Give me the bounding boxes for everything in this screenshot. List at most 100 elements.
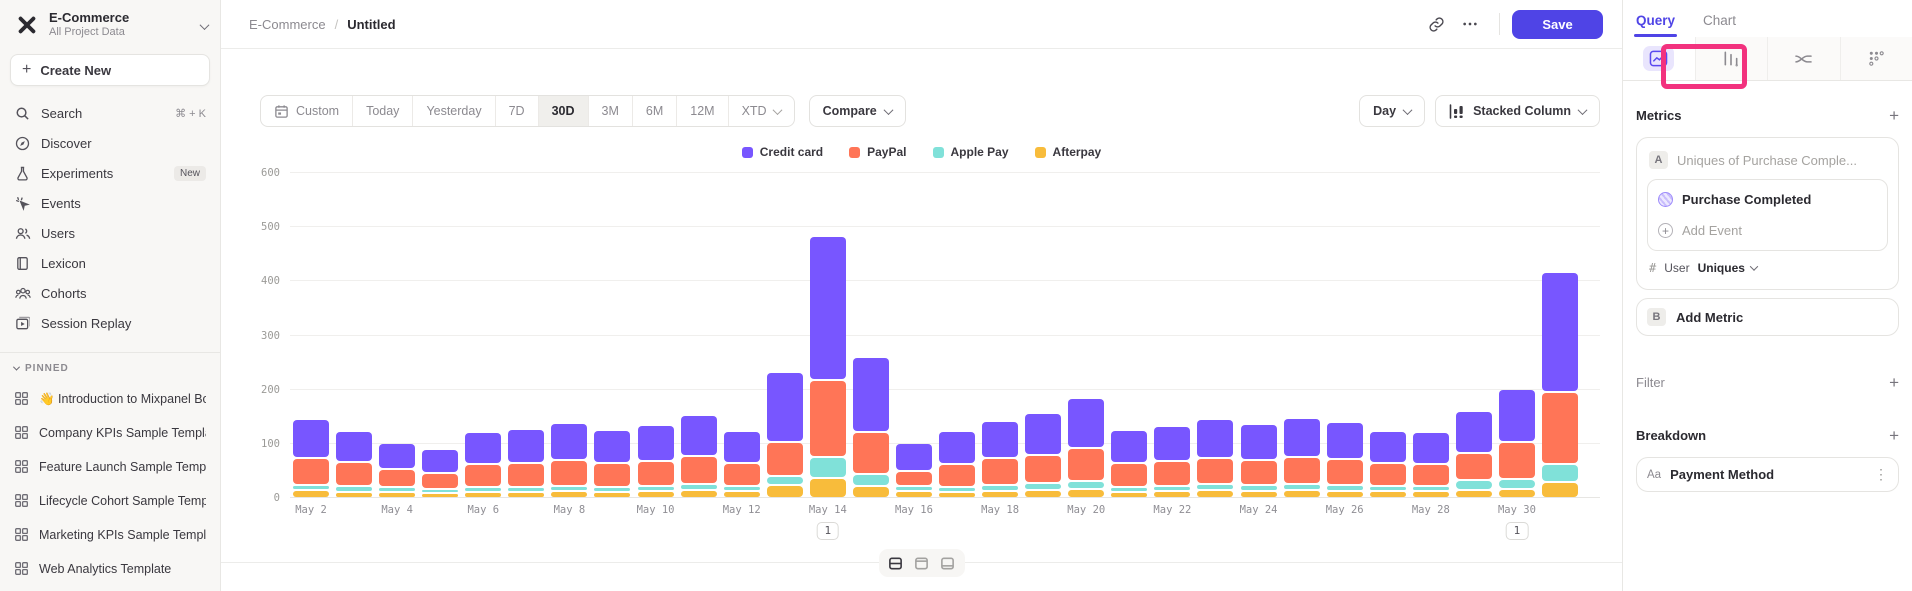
segment-apple-pay[interactable] [379, 488, 416, 491]
segment-afterpay[interactable] [895, 491, 932, 497]
segment-paypal[interactable] [465, 465, 502, 487]
segment-paypal[interactable] [1369, 464, 1406, 486]
segment-afterpay[interactable] [1154, 491, 1191, 497]
date-range-xtd[interactable]: XTD [729, 96, 794, 126]
segment-credit-card[interactable] [594, 431, 631, 462]
segment-credit-card[interactable] [1369, 431, 1406, 463]
segment-apple-pay[interactable] [1068, 482, 1105, 489]
annotation-count-badge[interactable]: 1 [1505, 522, 1529, 540]
column-may-13[interactable] [766, 371, 803, 497]
column-may-8[interactable] [551, 422, 588, 497]
segment-apple-pay[interactable] [508, 487, 545, 491]
segment-apple-pay[interactable] [809, 457, 846, 477]
segment-afterpay[interactable] [465, 492, 502, 497]
segment-paypal[interactable] [594, 463, 631, 486]
viz-tab-funnel-bars[interactable] [1695, 37, 1768, 80]
segment-apple-pay[interactable] [982, 486, 1019, 490]
sidebar-item-cohorts[interactable]: Cohorts [0, 278, 220, 308]
sidebar-item-users[interactable]: Users [0, 218, 220, 248]
sidebar-item-session-replay[interactable]: Session Replay [0, 308, 220, 338]
column-may-16[interactable] [895, 442, 932, 497]
segment-afterpay[interactable] [422, 494, 459, 497]
segment-apple-pay[interactable] [1369, 487, 1406, 490]
viz-tab-insights-line[interactable] [1623, 37, 1696, 80]
segment-credit-card[interactable] [1154, 426, 1191, 461]
add-filter-plus-icon[interactable]: + [1889, 373, 1899, 392]
legend-item-paypal[interactable]: PayPal [849, 145, 907, 159]
segment-paypal[interactable] [1197, 458, 1234, 484]
stacked-column-chart[interactable] [290, 172, 1600, 498]
segment-apple-pay[interactable] [1197, 485, 1234, 490]
segment-apple-pay[interactable] [293, 486, 329, 489]
column-may-24[interactable] [1240, 423, 1277, 497]
segment-credit-card[interactable] [982, 421, 1019, 458]
date-range-today[interactable]: Today [353, 96, 414, 126]
sidebar-item-search[interactable]: Search ⌘ + K [0, 98, 220, 128]
tab-query[interactable]: Query [1633, 13, 1678, 37]
add-event-row[interactable]: + Add Event [1658, 215, 1877, 246]
segment-paypal[interactable] [723, 463, 760, 485]
segment-apple-pay[interactable] [723, 486, 760, 490]
column-may-5[interactable] [422, 448, 459, 497]
column-may-4[interactable] [379, 442, 416, 497]
segment-apple-pay[interactable] [1240, 486, 1277, 490]
column-may-31[interactable] [1542, 271, 1579, 497]
sidebar-item-lexicon[interactable]: Lexicon [0, 248, 220, 278]
column-may-11[interactable] [680, 414, 717, 497]
metric-a-name-row[interactable]: A Uniques of Purchase Comple... [1647, 148, 1888, 179]
copy-link-icon[interactable] [1419, 7, 1453, 41]
segment-paypal[interactable] [939, 464, 976, 486]
column-may-6[interactable] [465, 431, 502, 497]
segment-credit-card[interactable] [422, 449, 459, 472]
segment-credit-card[interactable] [809, 236, 846, 380]
segment-paypal[interactable] [1068, 448, 1105, 481]
segment-afterpay[interactable] [594, 492, 631, 497]
segment-apple-pay[interactable] [465, 488, 502, 491]
segment-afterpay[interactable] [982, 491, 1019, 497]
segment-apple-pay[interactable] [939, 487, 976, 491]
segment-afterpay[interactable] [508, 492, 545, 497]
segment-apple-pay[interactable] [422, 490, 459, 493]
segment-apple-pay[interactable] [1111, 487, 1148, 491]
segment-afterpay[interactable] [1025, 491, 1062, 497]
segment-paypal[interactable] [379, 470, 416, 487]
segment-afterpay[interactable] [1283, 491, 1320, 497]
segment-apple-pay[interactable] [1542, 464, 1579, 481]
segment-afterpay[interactable] [939, 492, 976, 497]
pinned-board-item[interactable]: Feature Launch Sample Templa [0, 450, 220, 484]
segment-paypal[interactable] [766, 442, 803, 475]
kebab-menu-icon[interactable]: ⋮ [1874, 466, 1888, 482]
segment-apple-pay[interactable] [1498, 480, 1535, 488]
column-may-17[interactable] [939, 430, 976, 497]
add-metric-card[interactable]: B Add Metric [1636, 298, 1899, 336]
column-may-28[interactable] [1412, 431, 1449, 497]
segment-credit-card[interactable] [293, 419, 329, 457]
segment-paypal[interactable] [1154, 462, 1191, 485]
pinned-board-item[interactable]: Marketing KPIs Sample Templat [0, 518, 220, 552]
date-range-30d[interactable]: 30D [538, 96, 589, 126]
segment-afterpay[interactable] [680, 491, 717, 497]
segment-paypal[interactable] [1283, 458, 1320, 484]
segment-afterpay[interactable] [1455, 490, 1492, 497]
sidebar-item-experiments[interactable]: Experiments New [0, 158, 220, 188]
segment-paypal[interactable] [637, 461, 674, 485]
segment-paypal[interactable] [1025, 456, 1062, 483]
more-options-icon[interactable] [1453, 7, 1487, 41]
segment-credit-card[interactable] [1542, 272, 1579, 391]
segment-apple-pay[interactable] [1154, 486, 1191, 490]
segment-credit-card[interactable] [1197, 419, 1234, 457]
segment-paypal[interactable] [852, 432, 889, 474]
breadcrumb-project[interactable]: E-Commerce [249, 16, 326, 32]
segment-apple-pay[interactable] [637, 486, 674, 490]
page-title[interactable]: Untitled [347, 16, 396, 32]
segment-paypal[interactable] [508, 463, 545, 486]
segment-credit-card[interactable] [723, 432, 760, 462]
segment-credit-card[interactable] [379, 444, 416, 469]
segment-afterpay[interactable] [1068, 490, 1105, 497]
segment-afterpay[interactable] [1111, 492, 1148, 497]
segment-credit-card[interactable] [1025, 413, 1062, 455]
column-may-18[interactable] [982, 420, 1019, 497]
segment-apple-pay[interactable] [551, 486, 588, 490]
segment-afterpay[interactable] [809, 478, 846, 497]
legend-item-afterpay[interactable]: Afterpay [1034, 145, 1101, 159]
